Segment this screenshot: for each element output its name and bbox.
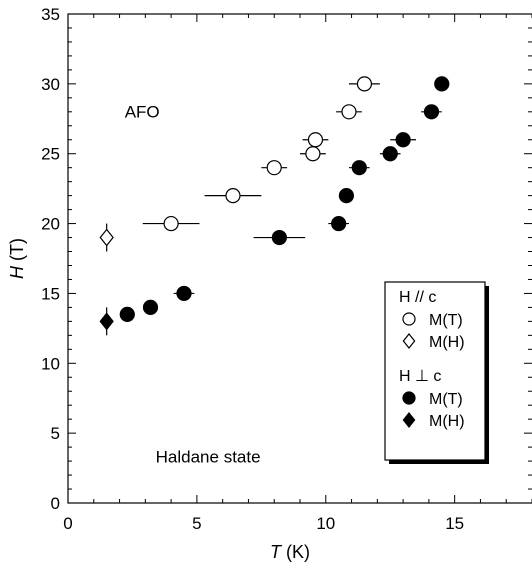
y-tick-label: 25	[41, 145, 60, 164]
y-tick-label: 15	[41, 284, 60, 303]
x-axis-title: T (K)	[270, 542, 310, 562]
x-axis-variable: T	[270, 542, 283, 562]
data-point-H_perp_c_MT	[395, 132, 411, 148]
legend-marker-H_par_c_MT	[402, 312, 416, 326]
x-tick-label: 5	[192, 514, 201, 533]
data-point-H_perp_c_MT	[351, 160, 367, 176]
x-tick-label: 15	[445, 514, 464, 533]
data-point-H_par_c_MH	[99, 228, 114, 247]
data-point-H_perp_c_MT	[142, 299, 159, 315]
annotations: AFO Haldane state	[125, 102, 261, 466]
data-point-H_par_c_MT	[305, 146, 321, 162]
y-axis-variable: H	[7, 265, 27, 279]
data-point-H_perp_c_MT	[423, 104, 440, 120]
legend-entries: H // c M(T) M(H) H ⊥ c M(T) M(H)	[399, 289, 465, 430]
data-point-H_par_c_MT	[356, 76, 373, 92]
data-point-H_par_c_MT	[307, 132, 324, 148]
legend-marker-H_par_c_MH	[402, 333, 416, 349]
data-point-H_perp_c_MT	[338, 188, 354, 204]
data-markers	[99, 76, 450, 331]
legend-label: M(T)	[429, 391, 463, 408]
data-point-H_par_c_MT	[163, 215, 179, 232]
legend-label: M(H)	[429, 413, 465, 430]
legend-marker-H_perp_c_MT	[402, 391, 416, 405]
y-tick-label: 20	[41, 215, 60, 234]
data-point-H_perp_c_MT	[119, 306, 135, 322]
y-tick-label: 5	[51, 424, 60, 443]
x-tick-label: 10	[316, 514, 335, 533]
annotation-label: AFO	[125, 102, 160, 121]
legend-box	[384, 281, 486, 461]
data-point-H_perp_c_MT	[382, 146, 398, 162]
plot-area-frame	[67, 13, 532, 504]
data-point-H_perp_c_MT	[331, 215, 347, 232]
legend-label: M(T)	[429, 312, 463, 329]
legend: H // c M(T) M(H) H ⊥ c M(T) M(H)	[384, 281, 489, 464]
data-point-H_perp_c_MT	[434, 76, 450, 92]
y-axis-title: H (T)	[7, 238, 27, 279]
data-point-H_par_c_MT	[266, 160, 282, 176]
data-point-H_perp_c_MT	[176, 285, 192, 302]
x-axis-unit: (K)	[281, 542, 310, 562]
annotation-label: Haldane state	[156, 447, 261, 466]
legend-group-header: H ⊥ c	[399, 368, 441, 385]
y-tick-label: 0	[51, 494, 60, 513]
axis-tick-labels: 0 5 10 15 0 5 10 15 20 25 30 35	[41, 5, 464, 533]
y-tick-label: 10	[41, 354, 60, 373]
x-tick-label: 0	[63, 514, 72, 533]
legend-label: M(H)	[429, 334, 465, 351]
y-axis-unit: (T)	[7, 238, 27, 266]
legend-group-header: H // c	[399, 289, 436, 306]
data-point-H_perp_c_MH	[99, 312, 114, 331]
data-point-H_par_c_MT	[225, 188, 241, 204]
data-point-H_par_c_MT	[341, 104, 357, 120]
y-tick-label: 30	[41, 75, 60, 94]
legend-marker-H_perp_c_MH	[402, 412, 416, 428]
y-tick-label: 35	[41, 5, 60, 24]
data-point-H_perp_c_MT	[271, 229, 287, 246]
